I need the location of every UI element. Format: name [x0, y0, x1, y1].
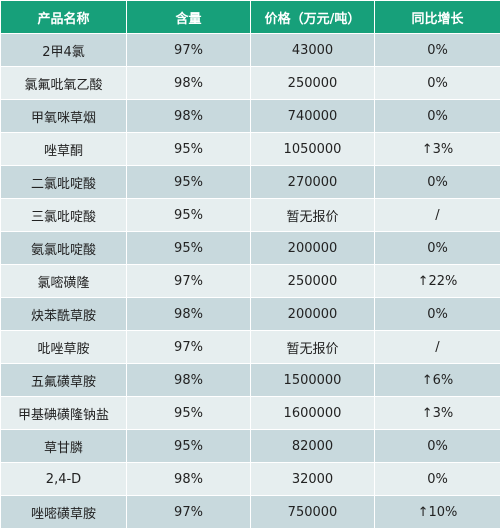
cell-price: 1500000 [250, 363, 375, 397]
cell-content: 97% [126, 33, 251, 67]
table-row: 草甘膦 95% 82000 0% [0, 429, 500, 463]
cell-content: 95% [126, 132, 251, 166]
header-product-name: 产品名称 [0, 0, 127, 34]
header-content: 含量 [126, 0, 251, 34]
cell-yoy-growth: ↑3% [374, 132, 500, 166]
cell-content: 98% [126, 99, 251, 133]
cell-price: 270000 [250, 165, 375, 199]
table-row: 唑嘧磺草胺 97% 750000 ↑10% [0, 495, 500, 529]
cell-product-name: 草甘膦 [0, 429, 127, 463]
cell-price: 暂无报价 [250, 198, 375, 232]
cell-product-name: 唑草酮 [0, 132, 127, 166]
cell-content: 97% [126, 330, 251, 364]
table-row: 吡唑草胺 97% 暂无报价 / [0, 330, 500, 364]
cell-content: 98% [126, 363, 251, 397]
cell-price: 82000 [250, 429, 375, 463]
cell-price: 740000 [250, 99, 375, 133]
table-row: 甲基碘磺隆钠盐 95% 1600000 ↑3% [0, 396, 500, 430]
cell-yoy-growth: ↑10% [374, 495, 500, 529]
cell-price: 1600000 [250, 396, 375, 430]
cell-content: 95% [126, 396, 251, 430]
cell-product-name: 三氯吡啶酸 [0, 198, 127, 232]
cell-product-name: 唑嘧磺草胺 [0, 495, 127, 529]
cell-product-name: 吡唑草胺 [0, 330, 127, 364]
cell-yoy-growth: 0% [374, 462, 500, 496]
table-row: 氯嘧磺隆 97% 250000 ↑22% [0, 264, 500, 298]
cell-product-name: 2甲4氯 [0, 33, 127, 67]
cell-yoy-growth: 0% [374, 33, 500, 67]
table-row: 二氯吡啶酸 95% 270000 0% [0, 165, 500, 199]
cell-yoy-growth: 0% [374, 99, 500, 133]
cell-price: 750000 [250, 495, 375, 529]
cell-product-name: 氯氟吡氧乙酸 [0, 66, 127, 100]
cell-content: 97% [126, 264, 251, 298]
cell-content: 95% [126, 231, 251, 265]
cell-yoy-growth: / [374, 330, 500, 364]
cell-price: 1050000 [250, 132, 375, 166]
table-row: 氨氯吡啶酸 95% 200000 0% [0, 231, 500, 265]
table-row: 三氯吡啶酸 95% 暂无报价 / [0, 198, 500, 232]
cell-product-name: 甲基碘磺隆钠盐 [0, 396, 127, 430]
header-yoy-growth: 同比增长 [374, 0, 500, 34]
cell-yoy-growth: 0% [374, 429, 500, 463]
cell-content: 97% [126, 495, 251, 529]
cell-price: 暂无报价 [250, 330, 375, 364]
header-row: 产品名称 含量 价格（万元/吨） 同比增长 [0, 0, 500, 34]
cell-price: 43000 [250, 33, 375, 67]
cell-product-name: 甲氧咪草烟 [0, 99, 127, 133]
cell-yoy-growth: 0% [374, 297, 500, 331]
table-body: 2甲4氯 97% 43000 0% 氯氟吡氧乙酸 98% 250000 0% 甲氧咪草烟 98% 7… [0, 33, 500, 529]
table-row: 2,4-D 98% 32000 0% [0, 462, 500, 496]
table-row: 五氟磺草胺 98% 1500000 ↑6% [0, 363, 500, 397]
cell-yoy-growth: ↑6% [374, 363, 500, 397]
cell-product-name: 氯嘧磺隆 [0, 264, 127, 298]
cell-yoy-growth: 0% [374, 66, 500, 100]
cell-yoy-growth: 0% [374, 231, 500, 265]
cell-content: 98% [126, 297, 251, 331]
cell-yoy-growth: 0% [374, 165, 500, 199]
cell-price: 200000 [250, 231, 375, 265]
cell-product-name: 二氯吡啶酸 [0, 165, 127, 199]
cell-price: 250000 [250, 264, 375, 298]
cell-content: 98% [126, 462, 251, 496]
table-row: 炔苯酰草胺 98% 200000 0% [0, 297, 500, 331]
cell-price: 250000 [250, 66, 375, 100]
table-row: 氯氟吡氧乙酸 98% 250000 0% [0, 66, 500, 100]
cell-content: 95% [126, 429, 251, 463]
cell-yoy-growth: / [374, 198, 500, 232]
table-row: 甲氧咪草烟 98% 740000 0% [0, 99, 500, 133]
cell-price: 32000 [250, 462, 375, 496]
header-price: 价格（万元/吨） [250, 0, 375, 34]
cell-price: 200000 [250, 297, 375, 331]
table-row: 唑草酮 95% 1050000 ↑3% [0, 132, 500, 166]
cell-yoy-growth: ↑22% [374, 264, 500, 298]
cell-content: 95% [126, 165, 251, 199]
cell-product-name: 氨氯吡啶酸 [0, 231, 127, 265]
cell-yoy-growth: ↑3% [374, 396, 500, 430]
table-row: 2甲4氯 97% 43000 0% [0, 33, 500, 67]
cell-content: 95% [126, 198, 251, 232]
cell-product-name: 炔苯酰草胺 [0, 297, 127, 331]
cell-product-name: 五氟磺草胺 [0, 363, 127, 397]
cell-product-name: 2,4-D [0, 462, 127, 496]
cell-content: 98% [126, 66, 251, 100]
